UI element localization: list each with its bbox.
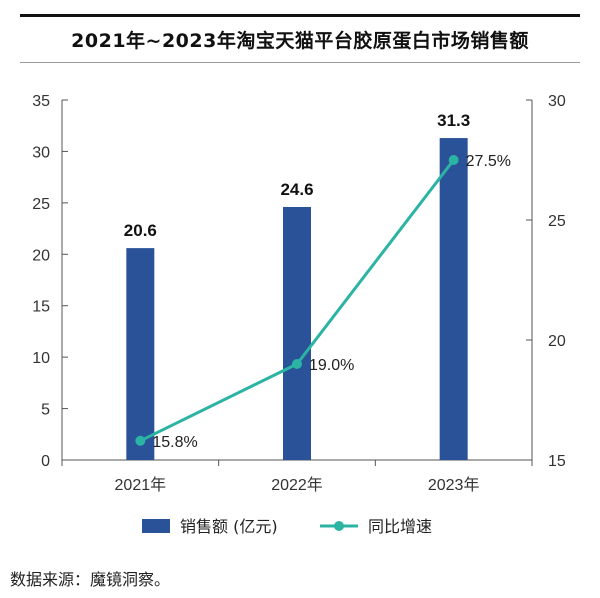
right-tick-label: 30 xyxy=(548,93,566,110)
left-tick-label: 35 xyxy=(32,93,50,110)
left-y-axis: 0 5 10 15 20 25 30 35 xyxy=(32,93,68,470)
right-tick-label: 25 xyxy=(548,213,566,230)
left-tick-label: 10 xyxy=(32,350,50,367)
legend-line-marker xyxy=(334,521,344,531)
bar xyxy=(126,248,155,460)
growth-value-label: 15.8% xyxy=(152,434,197,451)
top-rule xyxy=(20,14,580,17)
line-series: 15.8% 19.0% 27.5% xyxy=(135,153,511,451)
x-tick-label: 2021年 xyxy=(115,476,167,494)
growth-point xyxy=(448,155,459,165)
left-tick-label: 0 xyxy=(41,453,50,470)
bar-value-label: 20.6 xyxy=(124,221,157,240)
bar-value-label: 24.6 xyxy=(280,180,313,199)
bar xyxy=(283,206,311,460)
right-y-axis: 15 20 25 30 xyxy=(526,93,566,470)
legend-bar-swatch xyxy=(142,519,170,533)
bar-series: 20.6 24.6 31.3 xyxy=(124,111,470,461)
left-tick-label: 30 xyxy=(32,144,50,161)
bar-value-label: 31.3 xyxy=(437,111,470,130)
x-tick-label: 2023年 xyxy=(428,476,480,494)
growth-point xyxy=(292,359,302,369)
left-tick-label: 15 xyxy=(32,299,50,316)
growth-point xyxy=(135,435,146,446)
legend-line-label: 同比增速 xyxy=(368,517,432,536)
right-tick-label: 15 xyxy=(548,453,566,470)
chart-title: 2021年~2023年淘宝天猫平台胶原蛋白市场销售额 xyxy=(71,30,529,52)
growth-value-label: 27.5% xyxy=(466,153,511,170)
legend: 销售额 (亿元) 同比增速 xyxy=(142,517,432,536)
left-tick-label: 25 xyxy=(32,196,50,213)
bar xyxy=(439,138,468,461)
left-tick-label: 5 xyxy=(41,402,50,419)
x-tick-label: 2022年 xyxy=(271,476,323,494)
right-tick-label: 20 xyxy=(548,333,566,350)
legend-bar-label: 销售额 (亿元) xyxy=(180,517,278,536)
growth-value-label: 19.0% xyxy=(309,357,354,374)
x-axis: 2021年 2022年 2023年 xyxy=(61,459,533,494)
title-divider xyxy=(20,62,580,63)
left-tick-label: 20 xyxy=(32,247,50,264)
source-note: 数据来源：魔镜洞察。 xyxy=(10,570,171,589)
